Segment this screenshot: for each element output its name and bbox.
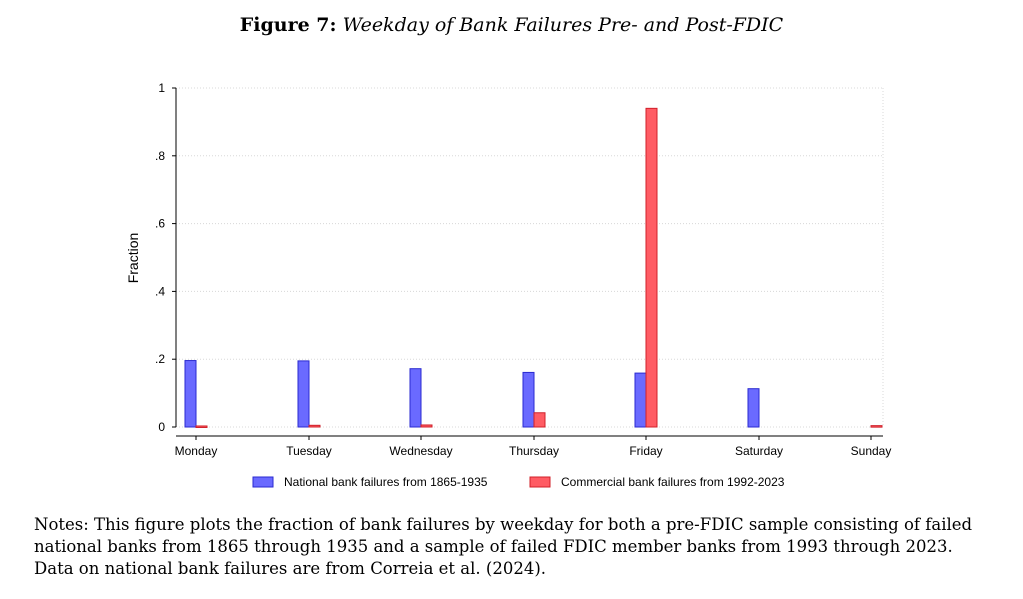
gridlines [176, 87, 884, 428]
bar-national-wednesday [409, 368, 422, 428]
y-tick-label: 1 [158, 81, 165, 95]
y-tick-label: .8 [155, 149, 165, 163]
bar-commercial-tuesday [308, 424, 321, 428]
legend-label-commercial: Commercial bank failures from 1992-2023 [561, 475, 785, 489]
bar-commercial-thursday [533, 412, 546, 428]
x-tick-label: Thursday [509, 444, 559, 458]
bar-national-thursday [522, 371, 535, 428]
figure-notes: Notes: This figure plots the fraction of… [34, 515, 973, 578]
figure-label: Figure 7: [239, 14, 337, 36]
bar-chart: 0 .2 .4 .6 .8 1 Monday Tuesday Wednesday Thursda… [125, 81, 892, 489]
y-ticks: 0 .2 .4 .6 .8 1 [155, 81, 176, 434]
bar-commercial-monday [195, 425, 208, 428]
y-tick-label: .2 [155, 352, 165, 366]
x-tick-label: Saturday [735, 444, 783, 458]
bar-commercial-wednesday [420, 424, 433, 428]
bars [184, 107, 883, 428]
bar-national-friday [634, 372, 647, 428]
figure-name: Weekday of Bank Failures Pre- and Post-F… [342, 14, 784, 36]
x-tick-label: Sunday [851, 444, 892, 458]
x-tick-label: Wednesday [389, 444, 452, 458]
bar-national-monday [184, 360, 197, 428]
legend-swatch-national [252, 476, 274, 488]
y-tick-label: .4 [155, 284, 165, 298]
y-tick-label: 0 [158, 420, 165, 434]
bar-national-tuesday [297, 360, 310, 428]
y-axis-label: Fraction [125, 233, 141, 284]
figure-title: Figure 7: Weekday of Bank Failures Pre- … [0, 14, 1023, 36]
x-tick-label: Friday [629, 444, 662, 458]
legend: National bank failures from 1865-1935 Co… [252, 475, 785, 489]
legend-swatch-commercial [529, 476, 551, 488]
y-tick-label: .6 [155, 217, 165, 231]
bar-national-saturday [747, 388, 760, 428]
x-tick-labels: Monday Tuesday Wednesday Thursday Friday Satu… [175, 436, 892, 458]
x-tick-label: Monday [175, 444, 218, 458]
bar-commercial-sunday [870, 425, 883, 428]
legend-label-national: National bank failures from 1865-1935 [284, 475, 488, 489]
x-tick-label: Tuesday [286, 444, 332, 458]
bar-commercial-friday [645, 107, 658, 428]
